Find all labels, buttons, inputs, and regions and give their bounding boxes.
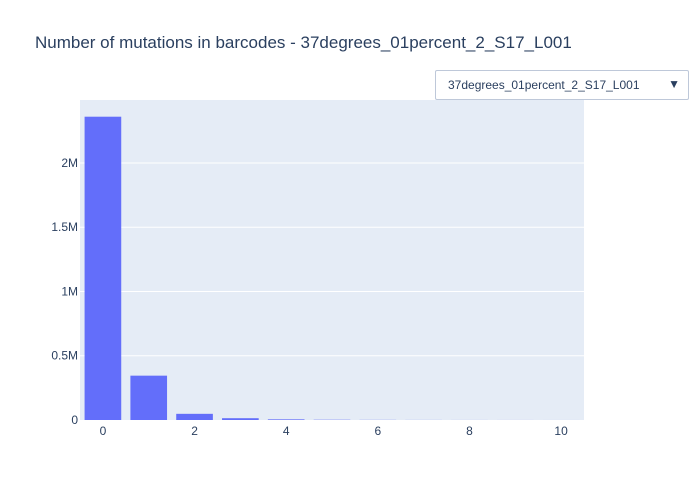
sample-dropdown[interactable]: 37degrees_01percent_2_S17_L001 ▼ bbox=[435, 70, 689, 100]
y-tick-label: 0.5M bbox=[51, 349, 78, 363]
bar bbox=[84, 116, 122, 421]
y-tick-label: 1.5M bbox=[51, 220, 78, 234]
dropdown-selected-label: 37degrees_01percent_2_S17_L001 bbox=[448, 78, 640, 92]
caret-down-icon[interactable]: ▼ bbox=[668, 77, 680, 91]
bar bbox=[130, 375, 168, 420]
y-tick-label: 0 bbox=[71, 413, 78, 427]
chart-title: Number of mutations in barcodes - 37degr… bbox=[35, 33, 572, 52]
bar bbox=[176, 413, 213, 420]
x-tick-label: 8 bbox=[466, 424, 473, 438]
y-tick-label: 2M bbox=[61, 156, 78, 170]
x-tick-label: 10 bbox=[554, 424, 568, 438]
x-tick-label: 0 bbox=[100, 424, 107, 438]
bar bbox=[267, 419, 305, 420]
plot-background bbox=[80, 100, 584, 420]
gridlines bbox=[80, 162, 584, 357]
y-tick-label: 1M bbox=[61, 284, 78, 298]
bar bbox=[222, 418, 259, 420]
x-tick-label: 4 bbox=[283, 424, 290, 438]
x-axis-ticks: 0 2 4 6 8 10 bbox=[100, 424, 569, 438]
y-axis-ticks: 0 0.5M 1M 1.5M 2M bbox=[51, 156, 78, 427]
x-tick-label: 6 bbox=[374, 424, 381, 438]
x-tick-label: 2 bbox=[191, 424, 198, 438]
bars bbox=[84, 116, 580, 421]
